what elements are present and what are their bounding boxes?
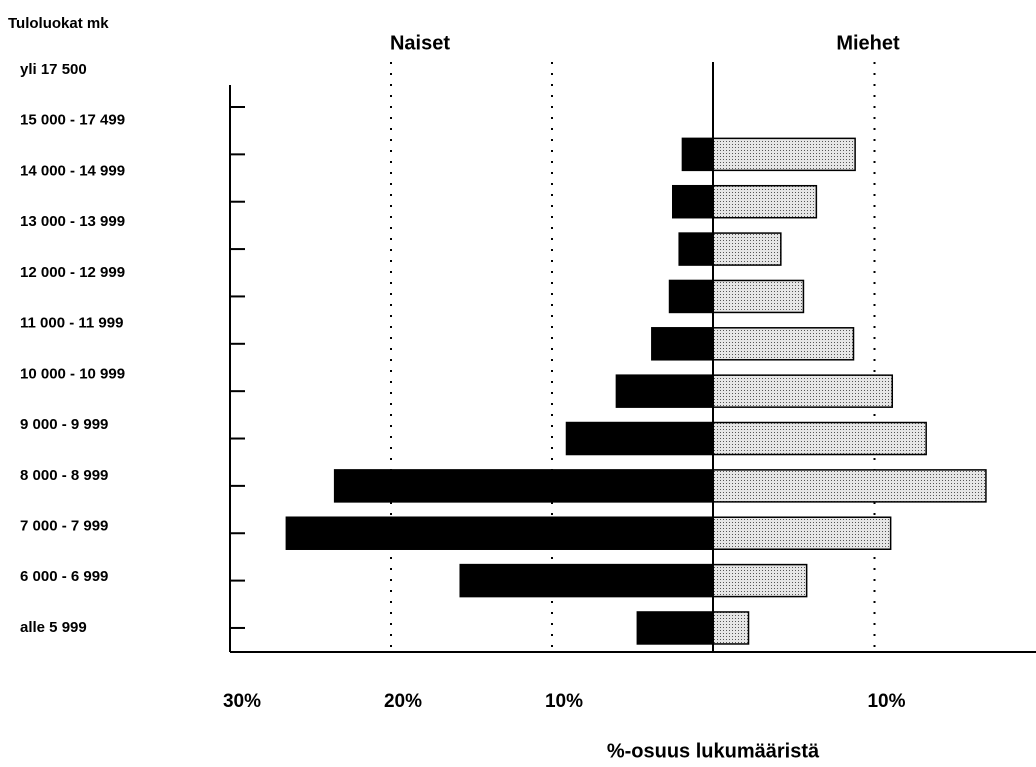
y-tick-label: 7 000 - 7 999 <box>20 518 108 535</box>
bar <box>615 374 714 408</box>
y-tick-label: 15 000 - 17 499 <box>20 112 125 129</box>
bar <box>712 279 805 314</box>
bar <box>565 421 714 456</box>
x-tick-label: 10% <box>545 691 583 712</box>
y-tick-label: 9 000 - 9 999 <box>20 416 108 433</box>
y-tick-label: alle 5 999 <box>20 619 87 636</box>
legend-label: Naiset <box>390 32 450 54</box>
bar <box>712 137 856 172</box>
x-axis-title: %-osuus lukumääristä <box>607 740 820 762</box>
x-tick-label: 20% <box>384 691 422 712</box>
y-tick-label: yli 17 500 <box>20 61 87 78</box>
y-tick-label: 12 000 - 12 999 <box>20 264 125 281</box>
bar <box>285 516 714 550</box>
y-tick-label: 13 000 - 13 999 <box>20 213 125 230</box>
bar <box>712 327 855 361</box>
y-axis-title: Tuloluokat mk <box>8 15 109 32</box>
legend-label: Miehet <box>836 32 900 54</box>
bar <box>678 232 714 266</box>
bar <box>712 184 818 219</box>
y-tick-label: 14 000 - 14 999 <box>20 162 125 179</box>
bar <box>636 611 714 645</box>
bar <box>712 469 987 503</box>
y-tick-label: 8 000 - 8 999 <box>20 467 108 484</box>
bar <box>712 563 808 598</box>
bar <box>712 611 750 645</box>
bar <box>672 184 714 219</box>
y-tick-label: 6 000 - 6 999 <box>20 568 108 585</box>
bar <box>712 516 892 550</box>
bar <box>712 374 894 408</box>
bar <box>712 421 927 456</box>
bar <box>712 232 782 266</box>
bar <box>651 327 714 361</box>
x-tick-label: 30% <box>223 691 261 712</box>
bar <box>333 469 714 503</box>
y-tick-label: 10 000 - 10 999 <box>20 365 125 382</box>
bar <box>459 563 714 598</box>
bar <box>668 279 714 314</box>
x-tick-label: 10% <box>867 691 905 712</box>
bar <box>681 137 714 172</box>
y-tick-label: 11 000 - 11 999 <box>20 315 123 332</box>
